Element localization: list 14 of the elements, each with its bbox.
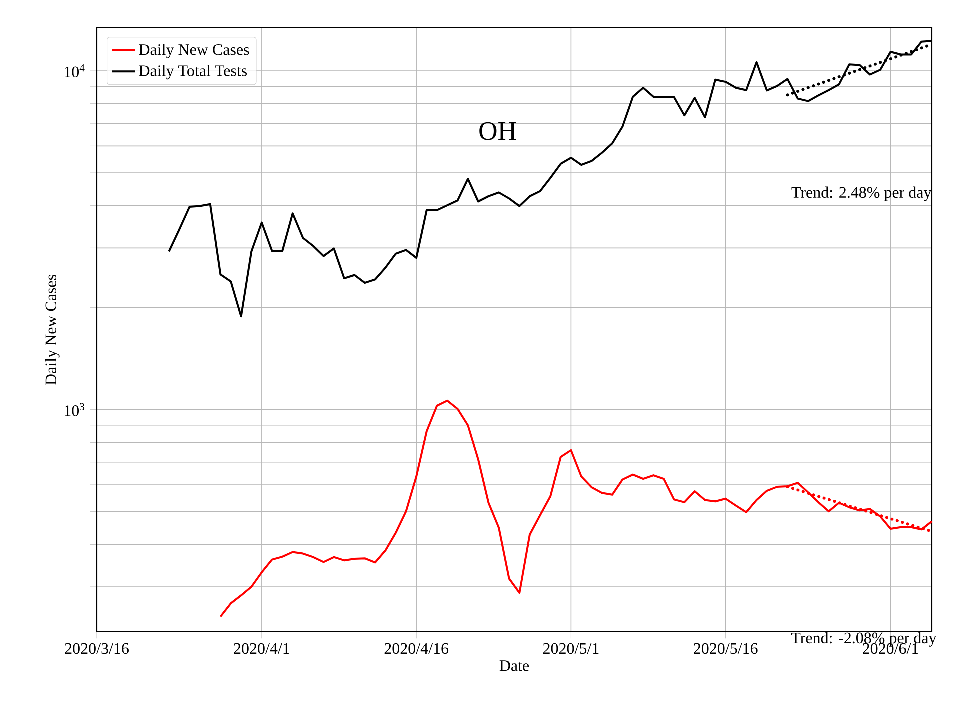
x-tick-label: 2020/5/1 — [543, 643, 599, 654]
legend-label: Daily Total Tests — [139, 65, 248, 80]
y-tick-label: 10$^{4}$ — [65, 64, 85, 78]
y-axis-title: Daily New Cases — [45, 275, 60, 386]
legend-label: Daily New Cases — [139, 44, 250, 59]
x-tick-label: 2020/4/1 — [234, 643, 290, 654]
text: OH — [480, 122, 516, 140]
line-series — [220, 400, 932, 618]
y-tick-label: 10$^{3}$ — [65, 403, 85, 416]
x-tick-label: 2020/5/16 — [694, 643, 758, 654]
x-tick-label: 2020/3/16 — [65, 643, 129, 654]
x-tick-label: 2020/4/16 — [384, 643, 449, 654]
annotation: Trend: 2.48% per day — [792, 186, 932, 202]
x-axis-title: Date — [500, 660, 530, 672]
